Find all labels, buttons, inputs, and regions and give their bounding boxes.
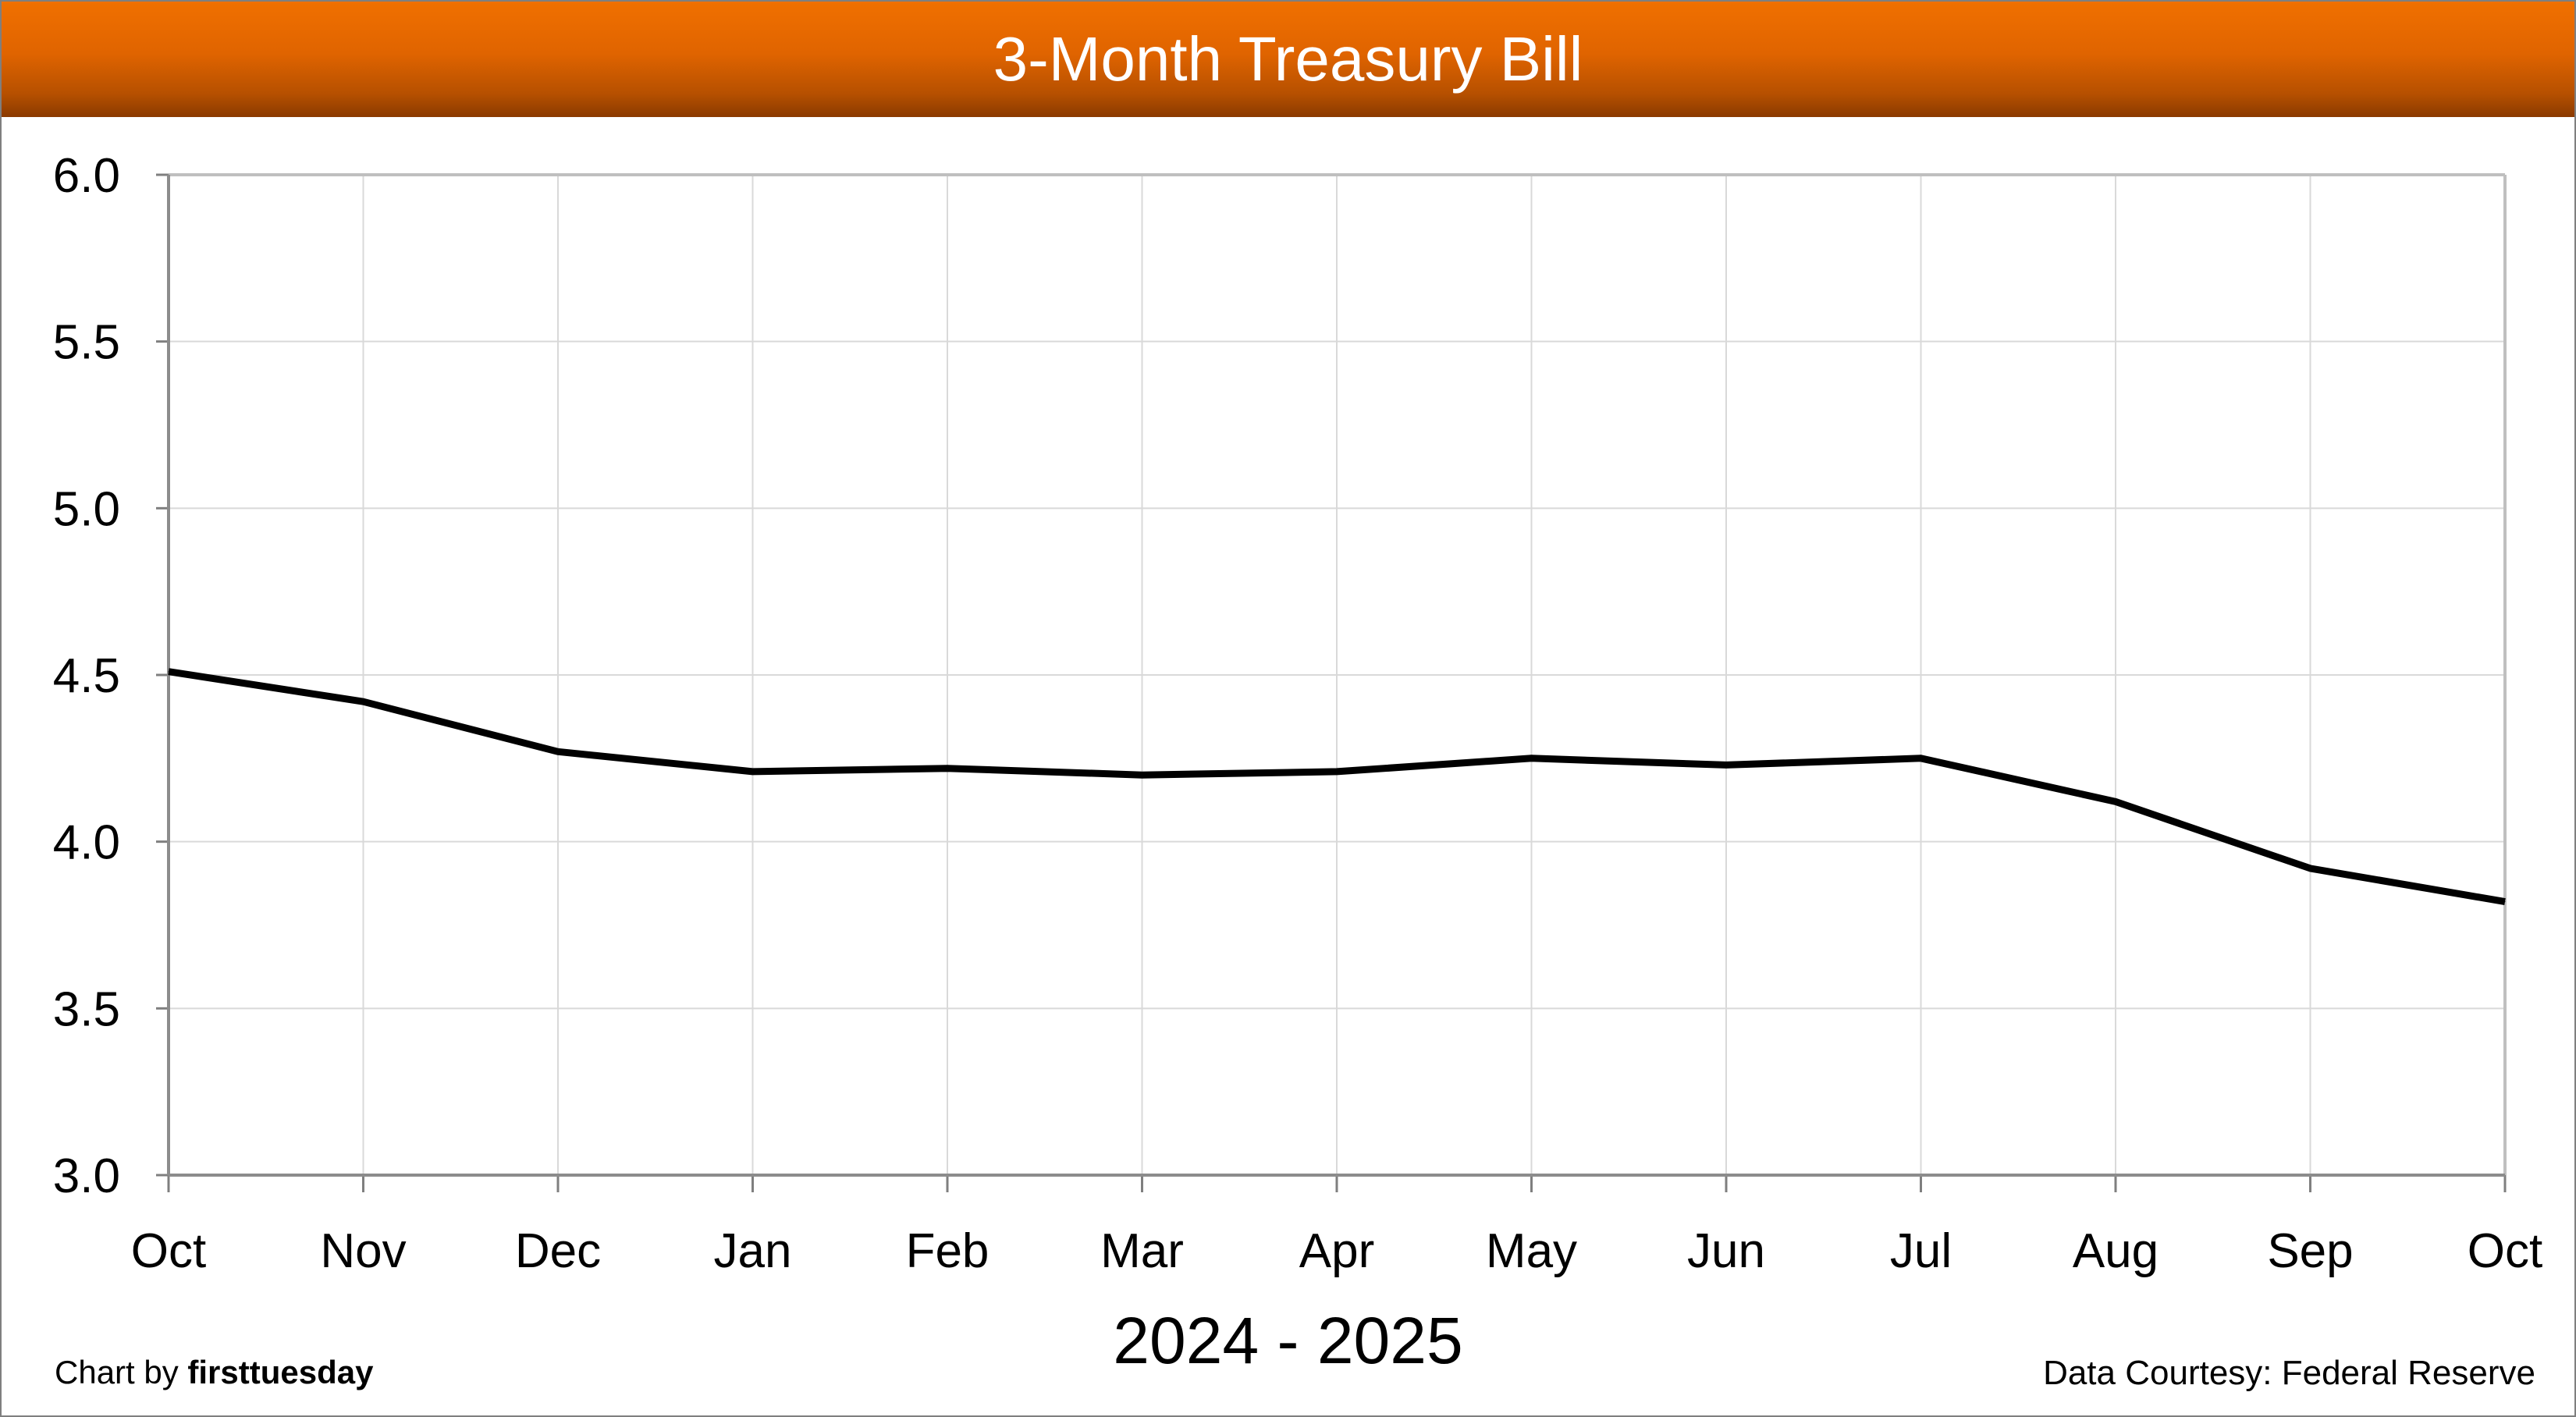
x-tick-label: Sep bbox=[2267, 1224, 2353, 1278]
x-tick-label: Aug bbox=[2073, 1224, 2159, 1278]
title-bar: 3-Month Treasury Bill bbox=[2, 2, 2574, 117]
chart-credit-prefix: Chart by bbox=[55, 1354, 188, 1390]
x-tick-label: Nov bbox=[320, 1224, 406, 1278]
y-tick-labels: 3.0 3.5 4.0 4.5 5.0 5.5 6.0 bbox=[53, 149, 120, 1203]
x-tick-labels: Oct Nov Dec Jan Feb Mar Apr May Jun Jul Aug Sep Oct bbox=[131, 1224, 2542, 1278]
axes bbox=[156, 173, 2507, 1192]
data-point bbox=[752, 771, 753, 772]
y-tick-label: 4.5 bbox=[53, 649, 120, 703]
x-tick-label: May bbox=[1486, 1224, 1577, 1278]
data-point bbox=[557, 751, 559, 752]
x-tick-label: Jun bbox=[1687, 1224, 1765, 1278]
data-point bbox=[1336, 771, 1338, 772]
brand-name: firsttuesday bbox=[187, 1354, 374, 1390]
x-tick-label: Mar bbox=[1100, 1224, 1184, 1278]
y-tick-label: 6.0 bbox=[53, 149, 120, 203]
y-tick-label: 5.0 bbox=[53, 482, 120, 536]
data-point bbox=[947, 768, 948, 769]
x-axis-title: 2024 - 2025 bbox=[1113, 1304, 1463, 1377]
x-tick-label: Feb bbox=[906, 1224, 990, 1278]
x-tick-label: Apr bbox=[1299, 1224, 1374, 1278]
y-tick-label: 3.5 bbox=[53, 982, 120, 1036]
chart-title: 3-Month Treasury Bill bbox=[993, 24, 1583, 94]
y-tick-label: 5.5 bbox=[53, 316, 120, 370]
x-tick-label: Oct bbox=[2468, 1224, 2542, 1278]
chart-credit: Chart by firsttuesday bbox=[55, 1354, 373, 1391]
x-tick-label: Oct bbox=[131, 1224, 206, 1278]
series-layer bbox=[168, 668, 2506, 906]
y-tick-label: 4.0 bbox=[53, 816, 120, 870]
data-point bbox=[2504, 901, 2506, 903]
x-tick-label: Jan bbox=[714, 1224, 792, 1278]
x-tick-label: Jul bbox=[1890, 1224, 1952, 1278]
x-tick-label: Dec bbox=[515, 1224, 601, 1278]
data-point bbox=[363, 701, 364, 702]
y-tick-label: 3.0 bbox=[53, 1149, 120, 1203]
gridlines bbox=[169, 174, 2505, 1175]
data-source: Data Courtesy: Federal Reserve bbox=[2043, 1354, 2535, 1392]
